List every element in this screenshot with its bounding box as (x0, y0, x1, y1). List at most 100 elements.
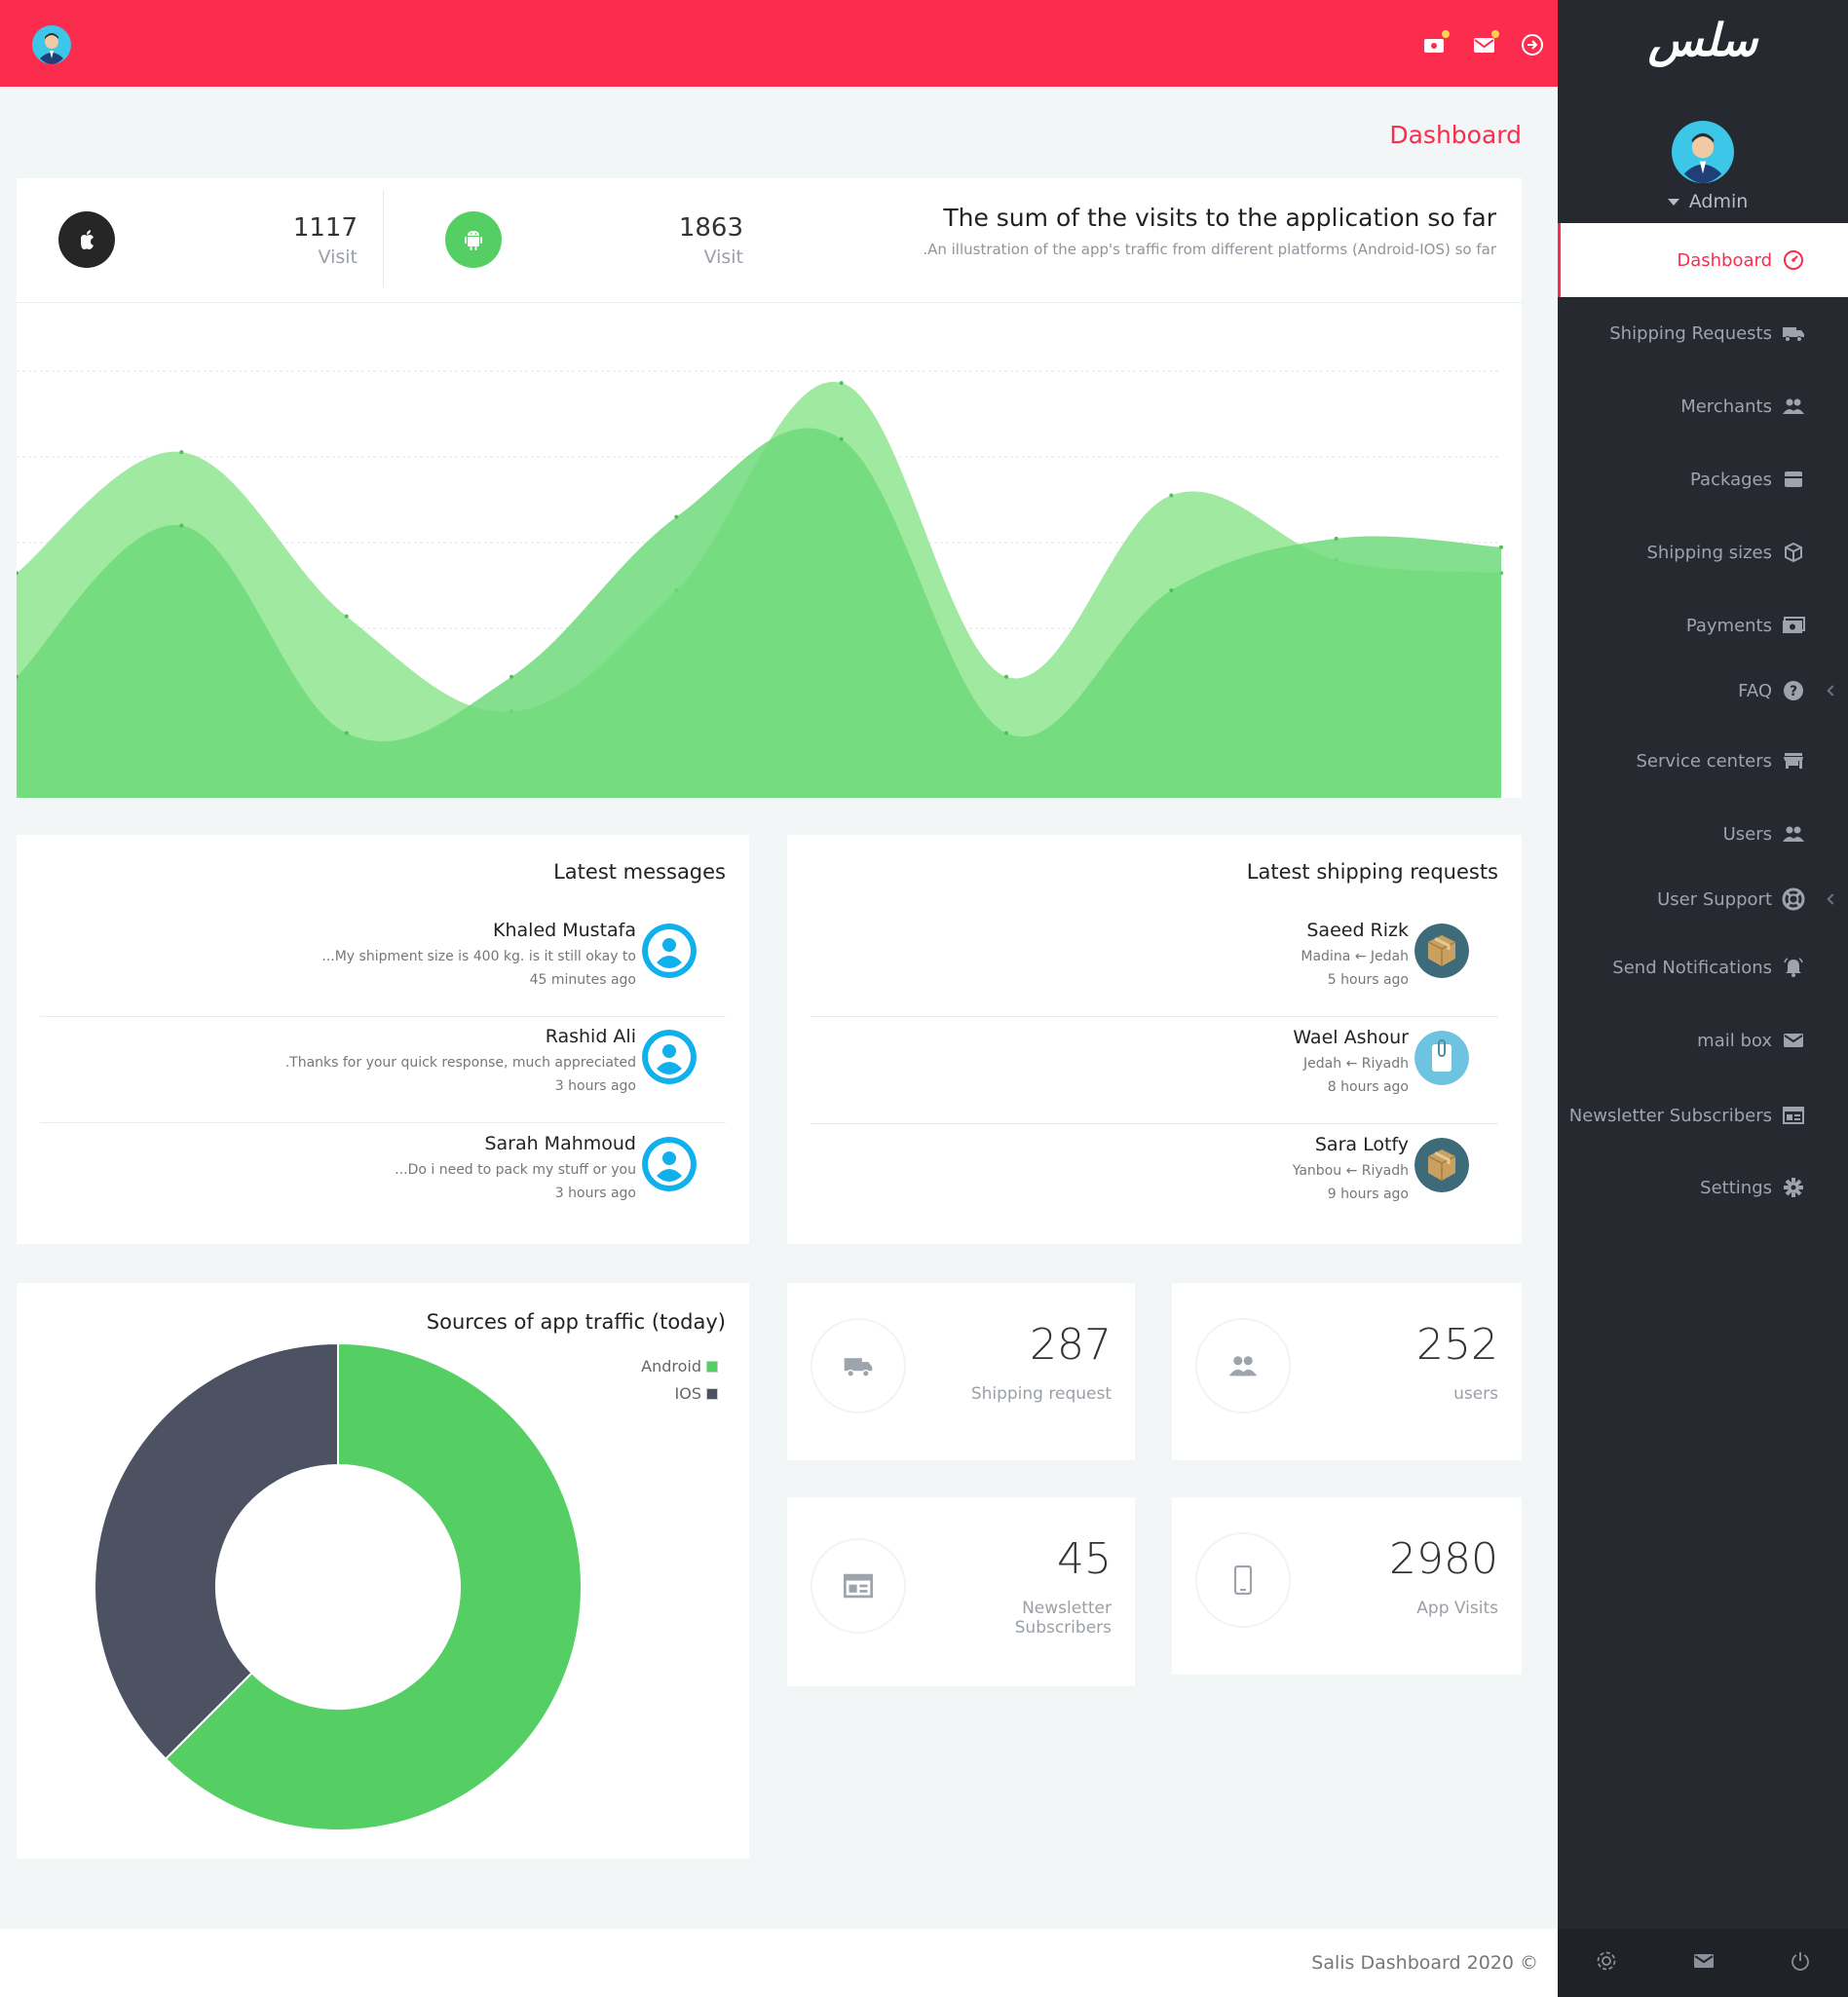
sidebar-item-shipping-sizes[interactable]: Shipping sizes (1558, 515, 1848, 589)
kpi-shipping-requests-card[interactable]: 287 Shipping request (787, 1283, 1135, 1460)
message-sender: Khaled Mustafa (493, 920, 636, 941)
sidebar-item-faq[interactable]: FAQ ? (1558, 661, 1848, 720)
newsletter-icon (1782, 1104, 1805, 1127)
android-visit-count: 1863 (678, 213, 743, 243)
kpi-icon-circle (1195, 1318, 1291, 1413)
android-visit-label: Visit (703, 246, 744, 268)
sidebar-item-label: Dashboard (1677, 249, 1772, 271)
visits-chart-title: The sum of the visits to the application… (943, 204, 1496, 232)
sidebar-item-shipping-requests[interactable]: Shipping Requests (1558, 296, 1848, 370)
sidebar-item-payments[interactable]: Payments (1558, 588, 1848, 662)
divider (811, 1016, 1498, 1017)
sidebar-item-label: FAQ (1738, 680, 1772, 701)
mail-icon (1782, 1029, 1805, 1052)
message-sender: Rashid Ali (545, 1026, 636, 1047)
notification-dot (1491, 30, 1499, 38)
shipping-route: Jedah ← Riyadh (1303, 1056, 1409, 1072)
list-item[interactable]: Khaled Mustafa ...My shipment size is 40… (40, 910, 726, 1017)
data-point (674, 514, 679, 519)
message-preview: ...My shipment size is 400 kg. is it sti… (321, 949, 636, 964)
lifebuoy-icon (1782, 887, 1805, 911)
people-icon (1228, 1356, 1258, 1376)
logo[interactable]: سلس (1647, 14, 1758, 66)
box-icon (1414, 923, 1469, 978)
kpi-icon-circle (811, 1318, 906, 1413)
ticket-icon[interactable] (1422, 30, 1450, 57)
legend-label: IOS (674, 1384, 701, 1403)
admin-name: Admin (1688, 191, 1749, 212)
sidebar-item-label: Payments (1685, 615, 1772, 636)
sidebar-item-label: Shipping Requests (1609, 322, 1772, 344)
sidebar-item-label: Merchants (1680, 396, 1772, 417)
legend-swatch (706, 1360, 718, 1373)
power-icon[interactable] (1790, 1950, 1811, 1976)
sidebar-item-label: Newsletter Subscribers (1568, 1105, 1772, 1126)
donut-slice-android (164, 1341, 583, 1831)
requester-name: Saeed Rizk (1306, 920, 1409, 941)
apple-icon (58, 211, 115, 268)
list-item[interactable]: Saeed Rizk Madina ← Jedah 5 hours ago (811, 910, 1498, 1017)
data-point (1004, 731, 1008, 735)
sidebar-item-mail-box[interactable]: mail box (1558, 1003, 1848, 1077)
list-item[interactable]: Wael Ashour Jedah ← Riyadh 8 hours ago (811, 1017, 1498, 1124)
request-time: 8 hours ago (1327, 1079, 1409, 1095)
legend-item-ios[interactable]: IOS (675, 1384, 718, 1403)
kpi-value: 287 (1030, 1320, 1112, 1370)
sidebar-item-settings[interactable]: Settings (1558, 1150, 1848, 1225)
caret-down-icon (1667, 199, 1679, 206)
data-point (1169, 493, 1174, 498)
sidebar-item-user-support[interactable]: User Support (1558, 866, 1848, 932)
user-placeholder-icon (642, 1030, 697, 1084)
list-item[interactable]: Sara Lotfy Yanbou ← Riyadh 9 hours ago (811, 1124, 1498, 1231)
data-point (1334, 536, 1339, 541)
message-time: 3 hours ago (554, 1186, 636, 1201)
requester-name: Sara Lotfy (1314, 1134, 1409, 1155)
data-point (1169, 588, 1174, 593)
envelope-package-icon (1414, 1031, 1469, 1085)
traffic-sources-card: Sources of app traffic (today) Android I… (17, 1283, 749, 1859)
list-item[interactable]: Rashid Ali .Thanks for your quick respon… (40, 1016, 726, 1123)
mail-icon[interactable] (1692, 1951, 1716, 1975)
data-point (839, 381, 844, 386)
visits-area-chart (15, 370, 1503, 798)
requester-name: Wael Ashour (1293, 1027, 1409, 1048)
kpi-users-card[interactable]: 252 users (1172, 1283, 1522, 1460)
latest-messages-title: Latest messages (553, 860, 726, 884)
sidebar-item-dashboard[interactable]: Dashboard (1558, 223, 1848, 297)
cube-icon (1782, 541, 1805, 564)
settings-icon[interactable] (1595, 1949, 1618, 1977)
user-avatar-icon[interactable] (32, 25, 71, 64)
traffic-sources-title: Sources of app traffic (today) (426, 1310, 726, 1334)
list-item[interactable]: Sarah Mahmoud ...Do i need to pack my st… (40, 1123, 726, 1230)
kpi-newsletter-card[interactable]: 45 Newsletter Subscribers (787, 1497, 1135, 1686)
chevron-left-icon (1827, 685, 1838, 697)
user-placeholder-icon (642, 923, 697, 978)
legend-item-android[interactable]: Android (641, 1357, 718, 1375)
ios-visit-label: Visit (318, 246, 358, 268)
sidebar-item-merchants[interactable]: Merchants (1558, 369, 1848, 443)
bell-icon (1782, 956, 1805, 979)
sidebar-item-newsletter-subscribers[interactable]: Newsletter Subscribers (1558, 1078, 1848, 1152)
divider (40, 1016, 726, 1017)
people-icon (1782, 395, 1805, 418)
sidebar-item-packages[interactable]: Packages (1558, 442, 1848, 516)
admin-dropdown[interactable]: Admin (1558, 191, 1848, 212)
help-icon: ? (1782, 679, 1805, 702)
logout-icon[interactable] (1520, 32, 1545, 57)
notification-dot (1442, 30, 1450, 38)
shipping-route: Madina ← Jedah (1301, 949, 1409, 964)
mail-icon[interactable] (1472, 30, 1499, 57)
data-point (839, 436, 844, 441)
admin-avatar-icon (1672, 121, 1734, 183)
sidebar-item-service-centers[interactable]: Service centers (1558, 724, 1848, 798)
top-bar (0, 0, 1558, 87)
sidebar-item-label: Settings (1700, 1177, 1772, 1198)
sidebar-item-send-notifications[interactable]: Send Notifications (1558, 930, 1848, 1004)
store-icon (1782, 749, 1805, 772)
sidebar-item-users[interactable]: Users (1558, 797, 1848, 871)
kpi-app-visits-card[interactable]: 2980 App Visits (1172, 1497, 1522, 1675)
message-preview: .Thanks for your quick response, much ap… (284, 1055, 636, 1071)
truck-icon (1782, 321, 1805, 345)
kpi-label: App Visits (1416, 1599, 1498, 1618)
data-point (344, 614, 349, 619)
